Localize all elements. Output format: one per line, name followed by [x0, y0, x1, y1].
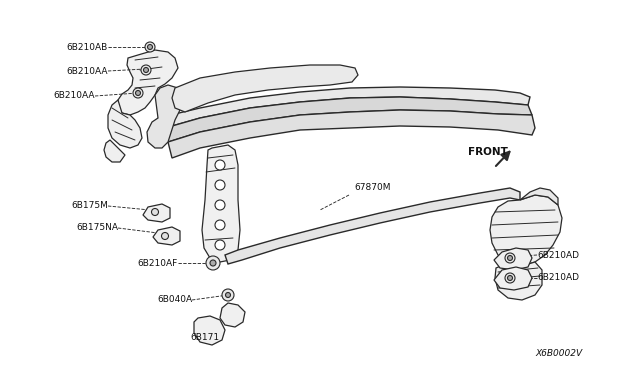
Polygon shape: [168, 110, 535, 158]
Text: 6B171: 6B171: [191, 333, 220, 341]
Circle shape: [508, 256, 513, 260]
Text: 6B040A: 6B040A: [157, 295, 192, 305]
Text: FRONT: FRONT: [468, 147, 508, 157]
Circle shape: [222, 289, 234, 301]
Circle shape: [215, 180, 225, 190]
Circle shape: [152, 208, 159, 215]
Circle shape: [505, 273, 515, 283]
Circle shape: [133, 88, 143, 98]
Text: 6B210AF: 6B210AF: [138, 259, 178, 267]
Circle shape: [136, 90, 141, 96]
Text: 6B210AD: 6B210AD: [537, 250, 579, 260]
Circle shape: [215, 200, 225, 210]
Polygon shape: [104, 140, 125, 162]
Polygon shape: [494, 267, 532, 290]
Polygon shape: [108, 100, 142, 148]
Polygon shape: [153, 227, 180, 245]
Polygon shape: [158, 97, 532, 142]
Circle shape: [143, 67, 148, 73]
Circle shape: [508, 276, 513, 280]
Polygon shape: [494, 248, 532, 270]
Circle shape: [141, 65, 151, 75]
Circle shape: [206, 256, 220, 270]
Circle shape: [225, 292, 230, 298]
Circle shape: [215, 240, 225, 250]
Polygon shape: [143, 204, 170, 222]
Circle shape: [145, 42, 155, 52]
Polygon shape: [118, 50, 178, 115]
Circle shape: [215, 220, 225, 230]
Text: X6B0002V: X6B0002V: [536, 349, 583, 357]
Polygon shape: [220, 303, 245, 327]
Circle shape: [505, 253, 515, 263]
Polygon shape: [225, 188, 520, 264]
Text: 6B175M: 6B175M: [71, 202, 108, 211]
Circle shape: [161, 232, 168, 240]
Polygon shape: [490, 195, 562, 266]
Polygon shape: [194, 316, 225, 345]
Text: 67870M: 67870M: [354, 183, 390, 192]
Polygon shape: [147, 85, 182, 148]
Text: 6B210AA: 6B210AA: [54, 92, 95, 100]
Polygon shape: [495, 262, 542, 300]
Text: 6B210AD: 6B210AD: [537, 273, 579, 282]
Circle shape: [147, 45, 152, 49]
Text: 6B175NA: 6B175NA: [76, 224, 118, 232]
Text: 6B210AA: 6B210AA: [67, 67, 108, 76]
Polygon shape: [202, 145, 240, 262]
Circle shape: [210, 260, 216, 266]
Text: 6B210AB: 6B210AB: [67, 42, 108, 51]
Circle shape: [215, 160, 225, 170]
Polygon shape: [172, 65, 358, 112]
Polygon shape: [520, 188, 558, 205]
Polygon shape: [158, 87, 530, 128]
